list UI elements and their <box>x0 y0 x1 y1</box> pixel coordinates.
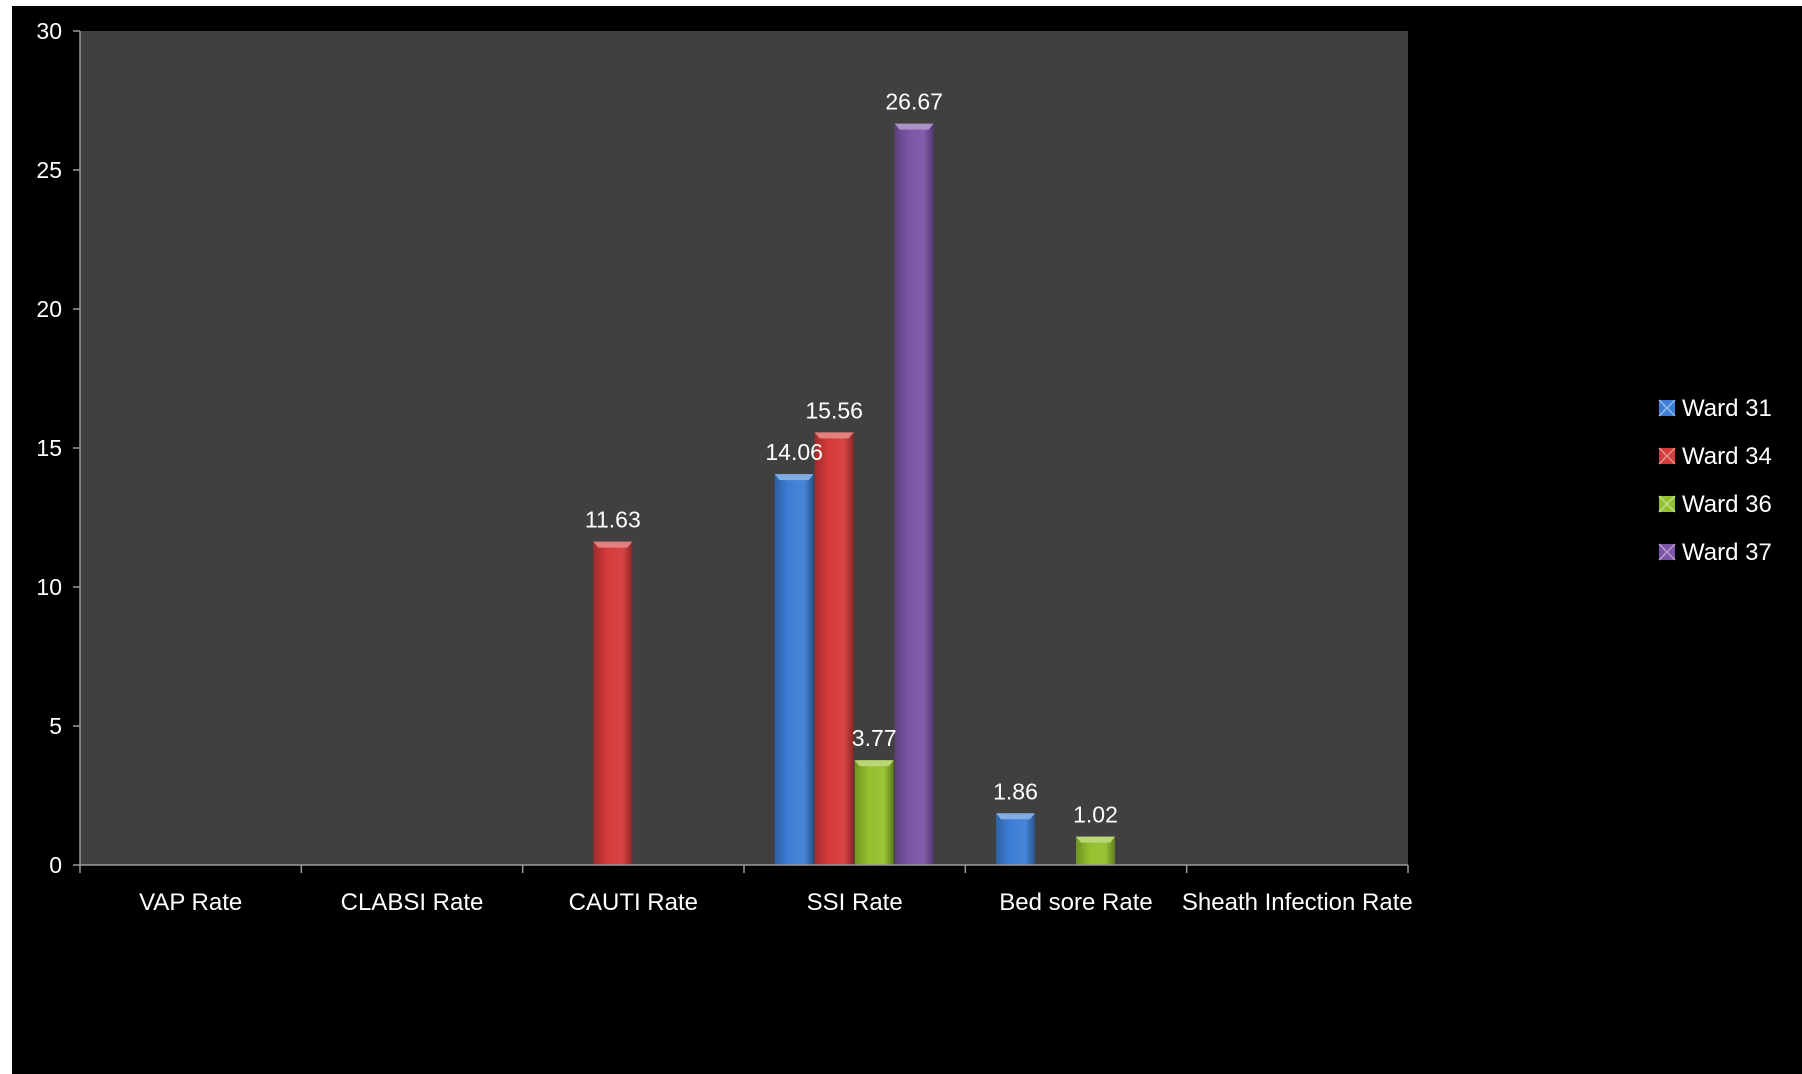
bar-ward-31-ssi-rate <box>774 474 814 865</box>
legend-label-ward-37: Ward 37 <box>1682 539 1772 566</box>
legend: Ward 31 Ward 34 Ward 36 Ward 37 <box>1658 395 1772 566</box>
x-category-label: CLABSI Rate <box>341 889 484 916</box>
data-label-ward-31-ssi-rate: 14.06 <box>765 439 823 465</box>
x-category-label: SSI Rate <box>807 889 903 916</box>
bar-ward-34-ssi-rate <box>814 432 854 865</box>
legend-label-ward-34: Ward 34 <box>1682 443 1772 470</box>
bar-top-ward-31-bed-sore-rate <box>996 813 1035 820</box>
data-label-ward-36-ssi-rate: 3.77 <box>852 725 897 751</box>
legend-swatch-bevel <box>1658 447 1676 465</box>
data-label-ward-34-cauti-rate: 11.63 <box>585 507 641 533</box>
data-label-ward-36-bed-sore-rate: 1.02 <box>1073 802 1118 828</box>
y-tick-label: 0 <box>49 852 62 878</box>
plot-area <box>80 31 1408 865</box>
y-tick-label: 30 <box>36 18 62 44</box>
bar-top-ward-36-ssi-rate <box>854 760 894 767</box>
legend-swatch-bevel <box>1658 543 1676 561</box>
x-category-label: VAP Rate <box>139 889 242 916</box>
data-label-ward-31-bed-sore-rate: 1.86 <box>993 778 1038 804</box>
legend-label-ward-31: Ward 31 <box>1682 395 1772 422</box>
chart-frame: 0 5 10 15 20 25 30 VAP Rate CLABSI Rate CAUTI Rat… <box>12 6 1802 1074</box>
bar-top-ward-34-cauti-rate <box>593 541 633 548</box>
bar-top-ward-36-bed-sore-rate <box>1076 836 1115 843</box>
y-tick-label: 25 <box>36 157 62 183</box>
bar-chart: 0 5 10 15 20 25 30 VAP Rate CLABSI Rate CAUTI Rat… <box>36 18 1772 916</box>
legend-swatch-bevel <box>1658 399 1676 417</box>
bar-top-ward-37-ssi-rate <box>894 123 934 130</box>
legend-label-ward-36: Ward 36 <box>1682 491 1772 518</box>
bar-top-ward-34-ssi-rate <box>814 432 854 439</box>
bars-layer <box>593 123 1115 866</box>
axes-layer: 0 5 10 15 20 25 30 VAP Rate CLABSI Rate CAUTI Rat… <box>36 18 1412 916</box>
bar-top-ward-31-ssi-rate <box>774 474 814 481</box>
y-tick-label: 10 <box>36 574 62 600</box>
y-tick-label: 5 <box>49 713 62 739</box>
data-label-ward-37-ssi-rate: 26.67 <box>885 89 943 115</box>
x-category-label: CAUTI Rate <box>569 889 698 916</box>
bar-ward-31-bed-sore-rate <box>996 813 1035 865</box>
y-tick-label: 20 <box>36 296 62 322</box>
bar-ward-36-ssi-rate <box>854 760 894 865</box>
data-label-ward-34-ssi-rate: 15.56 <box>805 397 863 423</box>
data-labels-layer: 11.63 14.06 15.56 3.77 26.67 1.86 1.02 <box>585 89 1118 828</box>
x-category-label: Bed sore Rate <box>999 889 1152 916</box>
bar-ward-37-ssi-rate <box>894 123 934 866</box>
x-category-label: Sheath Infection Rate <box>1182 889 1413 916</box>
legend-swatch-bevel <box>1658 495 1676 513</box>
y-tick-label: 15 <box>36 435 62 461</box>
bar-ward-34-cauti-rate <box>593 541 633 865</box>
